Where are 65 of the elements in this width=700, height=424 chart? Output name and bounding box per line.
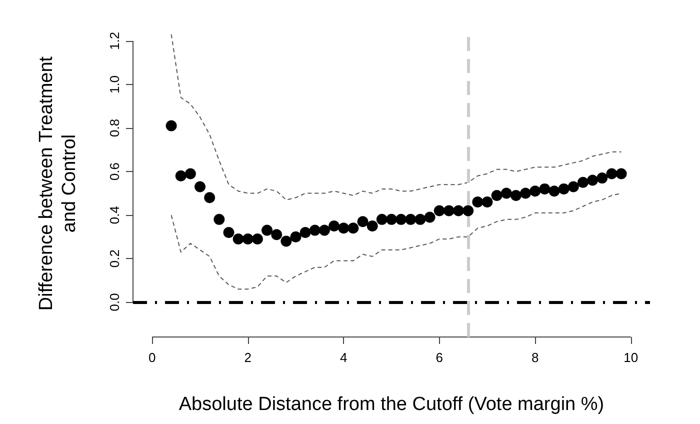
- point: [568, 181, 579, 192]
- point: [596, 172, 608, 184]
- point: [558, 183, 570, 194]
- point: [242, 234, 254, 245]
- point: [577, 176, 588, 188]
- point: [500, 188, 512, 199]
- point: [491, 190, 502, 201]
- point: [232, 234, 244, 245]
- point: [424, 212, 436, 223]
- point: [396, 214, 407, 225]
- point: [280, 236, 292, 247]
- point: [405, 214, 416, 225]
- y-tick-label: 0.6: [107, 162, 122, 181]
- point: [587, 174, 598, 186]
- point: [166, 120, 177, 132]
- point: [462, 205, 474, 216]
- point: [214, 214, 225, 225]
- point: [414, 214, 426, 225]
- point: [271, 229, 282, 240]
- point: [252, 234, 263, 245]
- x-tick-label: 8: [531, 350, 539, 365]
- x-tick-label: 6: [436, 350, 443, 365]
- point: [338, 222, 350, 234]
- point: [290, 231, 302, 242]
- point: [510, 190, 522, 201]
- point: [348, 222, 359, 234]
- point: [223, 226, 234, 238]
- point: [453, 205, 464, 216]
- line-series: [170, 34, 622, 200]
- point: [376, 214, 388, 225]
- point: [262, 224, 273, 236]
- point: [443, 205, 454, 216]
- point: [204, 192, 216, 204]
- y-tick-label: 1.0: [107, 75, 122, 94]
- point: [520, 188, 532, 199]
- point: [300, 226, 311, 238]
- point: [539, 183, 550, 194]
- point: [357, 216, 368, 228]
- point: [606, 168, 618, 180]
- point: [318, 224, 330, 236]
- point: [184, 168, 196, 180]
- point: [548, 186, 560, 197]
- y-axis-title: Difference between Treatment and Control: [36, 56, 80, 311]
- y-tick-label: 0.2: [107, 250, 122, 268]
- point: [175, 170, 186, 182]
- x-tick-label: 0: [148, 350, 156, 365]
- x-axis-title: Absolute Distance from the Cutoff (Vote margin %): [178, 394, 604, 415]
- point: [482, 196, 493, 208]
- y-tick-label: 0.8: [107, 118, 122, 138]
- x-tick-label: 10: [624, 350, 638, 365]
- x-tick-label: 2: [244, 350, 252, 365]
- y-tick-label: 0.4: [107, 206, 122, 224]
- point: [530, 186, 541, 197]
- point: [328, 220, 340, 232]
- point: [616, 168, 627, 180]
- point: [309, 224, 320, 236]
- line-series: [170, 192, 622, 290]
- y-tick-label: 0.0: [107, 293, 122, 312]
- point: [386, 214, 397, 225]
- y-tick-label: 1.2: [107, 32, 122, 50]
- point: [194, 181, 206, 192]
- x-tick-label: 4: [340, 350, 348, 365]
- point: [472, 196, 484, 208]
- point: [366, 220, 378, 232]
- point: [434, 205, 445, 216]
